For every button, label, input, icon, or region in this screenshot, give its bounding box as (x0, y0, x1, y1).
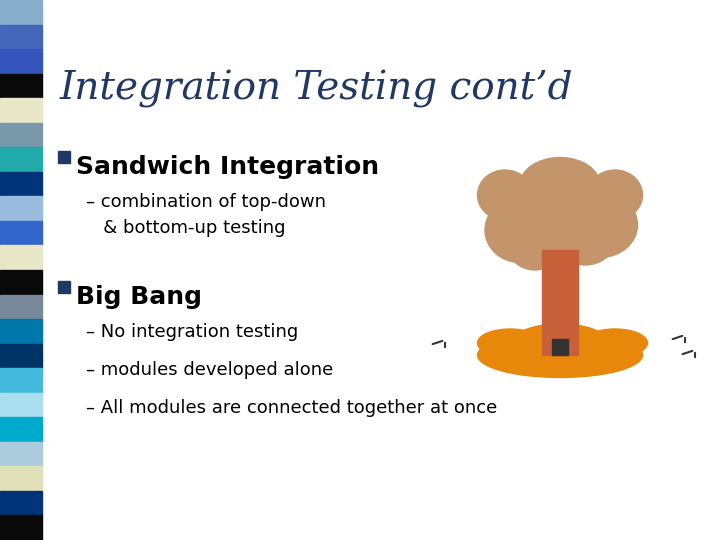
Bar (0, 0, 42, 24)
Bar (0, 393, 42, 417)
Ellipse shape (477, 333, 642, 377)
Bar (0, 270, 42, 294)
Text: – All modules are connected together at once: – All modules are connected together at … (86, 399, 498, 417)
Text: Integration Testing cont’d: Integration Testing cont’d (60, 70, 574, 108)
Bar (58, 281, 70, 293)
Text: – modules developed alone: – modules developed alone (86, 361, 333, 379)
Ellipse shape (505, 165, 615, 255)
Bar (0, 491, 42, 516)
Ellipse shape (582, 329, 647, 357)
Text: Sandwich Integration: Sandwich Integration (76, 155, 379, 179)
Bar (0, 98, 42, 123)
Bar (0, 516, 42, 540)
Bar (0, 24, 42, 49)
Ellipse shape (588, 170, 642, 220)
Bar (0, 246, 42, 270)
Text: Big Bang: Big Bang (76, 285, 202, 309)
Bar (0, 368, 42, 393)
Bar (0, 417, 42, 442)
Bar (0, 442, 42, 467)
Ellipse shape (477, 329, 542, 357)
Ellipse shape (485, 198, 555, 262)
Bar (0, 147, 42, 172)
Bar (0, 221, 42, 246)
Ellipse shape (508, 220, 562, 270)
Bar (552, 339, 568, 355)
Bar (58, 151, 70, 163)
Bar (0, 467, 42, 491)
Bar (0, 49, 42, 73)
Text: – combination of top-down
   & bottom-up testing: – combination of top-down & bottom-up te… (86, 193, 326, 238)
Ellipse shape (520, 158, 600, 213)
Ellipse shape (515, 324, 605, 356)
Bar (0, 294, 42, 319)
Bar (0, 123, 42, 147)
Bar (542, 250, 578, 355)
Text: – No integration testing: – No integration testing (86, 323, 298, 341)
Bar (0, 319, 42, 343)
Ellipse shape (562, 192, 637, 258)
Bar (0, 343, 42, 368)
Bar (0, 172, 42, 197)
Ellipse shape (555, 215, 615, 265)
Ellipse shape (477, 170, 533, 220)
Bar (0, 197, 42, 221)
Bar (0, 73, 42, 98)
